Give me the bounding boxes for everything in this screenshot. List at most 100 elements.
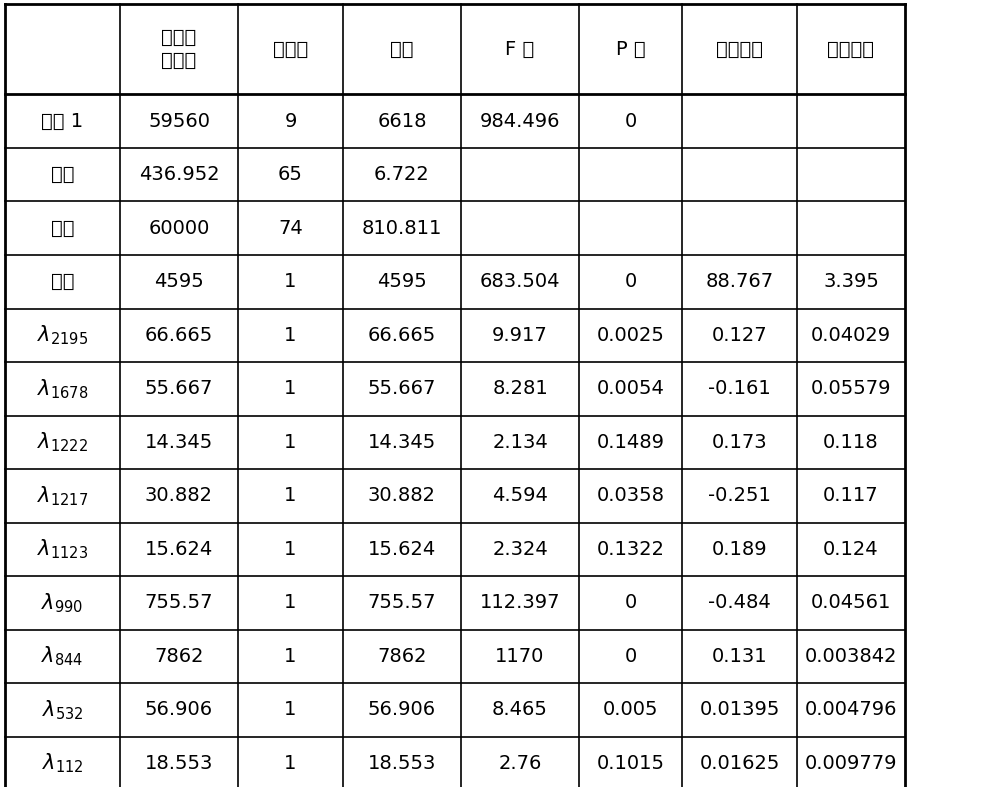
Text: 55.667: 55.667 bbox=[145, 379, 213, 398]
Text: 1170: 1170 bbox=[495, 647, 545, 666]
Text: 88.767: 88.767 bbox=[705, 272, 774, 291]
Text: 回归系数: 回归系数 bbox=[716, 39, 763, 59]
Text: -0.484: -0.484 bbox=[708, 593, 771, 612]
Text: 984.496: 984.496 bbox=[480, 112, 560, 131]
Text: 0.127: 0.127 bbox=[712, 326, 767, 345]
Text: 66.665: 66.665 bbox=[368, 326, 436, 345]
Text: 66.665: 66.665 bbox=[145, 326, 213, 345]
Text: 436.952: 436.952 bbox=[139, 165, 219, 184]
Text: 60000: 60000 bbox=[148, 219, 210, 238]
Text: 112.397: 112.397 bbox=[480, 593, 560, 612]
Text: $\lambda_{844}$: $\lambda_{844}$ bbox=[41, 645, 84, 668]
Text: 14.345: 14.345 bbox=[145, 433, 213, 452]
Text: 1: 1 bbox=[284, 540, 297, 559]
Text: $\lambda_{1123}$: $\lambda_{1123}$ bbox=[37, 538, 88, 561]
Text: 18.553: 18.553 bbox=[368, 754, 436, 773]
Text: 56.906: 56.906 bbox=[368, 700, 436, 719]
Text: 模型 1: 模型 1 bbox=[41, 112, 84, 131]
Text: 6.722: 6.722 bbox=[374, 165, 430, 184]
Text: 2.134: 2.134 bbox=[492, 433, 548, 452]
Text: 65: 65 bbox=[278, 165, 303, 184]
Text: 3.395: 3.395 bbox=[823, 272, 879, 291]
Text: 0: 0 bbox=[624, 647, 637, 666]
Text: 1: 1 bbox=[284, 647, 297, 666]
Text: 0.004796: 0.004796 bbox=[805, 700, 897, 719]
Text: 0.1015: 0.1015 bbox=[596, 754, 664, 773]
Text: 0.0054: 0.0054 bbox=[597, 379, 664, 398]
Text: 0.118: 0.118 bbox=[823, 433, 879, 452]
Text: 0.1322: 0.1322 bbox=[596, 540, 664, 559]
Text: 标准误差: 标准误差 bbox=[828, 39, 874, 59]
Text: 0.01625: 0.01625 bbox=[699, 754, 780, 773]
Text: 59560: 59560 bbox=[148, 112, 210, 131]
Text: 74: 74 bbox=[278, 219, 303, 238]
Text: F 值: F 值 bbox=[505, 39, 535, 59]
Text: 0.131: 0.131 bbox=[712, 647, 767, 666]
Text: 1: 1 bbox=[284, 486, 297, 505]
Text: 0.003842: 0.003842 bbox=[805, 647, 897, 666]
Text: 0.1489: 0.1489 bbox=[596, 433, 664, 452]
Text: 截距: 截距 bbox=[51, 272, 74, 291]
Text: $\lambda_{112}$: $\lambda_{112}$ bbox=[42, 752, 83, 775]
Text: 0: 0 bbox=[624, 112, 637, 131]
Text: 30.882: 30.882 bbox=[368, 486, 436, 505]
Text: 总和: 总和 bbox=[51, 219, 74, 238]
Text: 0.173: 0.173 bbox=[712, 433, 767, 452]
Text: 14.345: 14.345 bbox=[368, 433, 436, 452]
Text: 56.906: 56.906 bbox=[145, 700, 213, 719]
Text: 1: 1 bbox=[284, 272, 297, 291]
Text: $\lambda_{1217}$: $\lambda_{1217}$ bbox=[37, 484, 88, 508]
Text: 1: 1 bbox=[284, 754, 297, 773]
Text: 9: 9 bbox=[284, 112, 297, 131]
Text: 自由度: 自由度 bbox=[273, 39, 308, 59]
Text: 9.917: 9.917 bbox=[492, 326, 548, 345]
Text: 0.117: 0.117 bbox=[823, 486, 879, 505]
Text: 误差: 误差 bbox=[51, 165, 74, 184]
Text: 6618: 6618 bbox=[377, 112, 427, 131]
Text: 0.04561: 0.04561 bbox=[811, 593, 891, 612]
Text: -0.161: -0.161 bbox=[708, 379, 771, 398]
Text: 0.189: 0.189 bbox=[712, 540, 767, 559]
Text: P 值: P 值 bbox=[616, 39, 645, 59]
Text: $\lambda_{990}$: $\lambda_{990}$ bbox=[41, 591, 84, 615]
Text: 8.465: 8.465 bbox=[492, 700, 548, 719]
Text: $\lambda_{1222}$: $\lambda_{1222}$ bbox=[37, 430, 88, 454]
Text: 方差: 方差 bbox=[390, 39, 414, 59]
Text: 0.124: 0.124 bbox=[823, 540, 879, 559]
Text: 4595: 4595 bbox=[154, 272, 204, 291]
Text: $\lambda_{1678}$: $\lambda_{1678}$ bbox=[37, 377, 88, 401]
Text: 8.281: 8.281 bbox=[492, 379, 548, 398]
Text: 0.0025: 0.0025 bbox=[597, 326, 664, 345]
Text: 7862: 7862 bbox=[377, 647, 427, 666]
Text: 4.594: 4.594 bbox=[492, 486, 548, 505]
Text: 0: 0 bbox=[624, 272, 637, 291]
Text: 7862: 7862 bbox=[154, 647, 204, 666]
Text: 683.504: 683.504 bbox=[480, 272, 560, 291]
Text: 15.624: 15.624 bbox=[145, 540, 213, 559]
Text: 1: 1 bbox=[284, 433, 297, 452]
Text: 2.324: 2.324 bbox=[492, 540, 548, 559]
Text: 30.882: 30.882 bbox=[145, 486, 213, 505]
Text: 离均差: 离均差 bbox=[161, 28, 197, 47]
Text: 0.0358: 0.0358 bbox=[596, 486, 664, 505]
Text: $\lambda_{2195}$: $\lambda_{2195}$ bbox=[37, 323, 88, 347]
Text: 55.667: 55.667 bbox=[368, 379, 436, 398]
Text: 1: 1 bbox=[284, 700, 297, 719]
Text: 1: 1 bbox=[284, 379, 297, 398]
Text: 755.57: 755.57 bbox=[145, 593, 213, 612]
Text: $\lambda_{532}$: $\lambda_{532}$ bbox=[42, 698, 83, 722]
Text: 755.57: 755.57 bbox=[368, 593, 436, 612]
Text: 18.553: 18.553 bbox=[145, 754, 213, 773]
Text: 0.005: 0.005 bbox=[603, 700, 658, 719]
Text: 0.009779: 0.009779 bbox=[805, 754, 897, 773]
Text: 0.04029: 0.04029 bbox=[811, 326, 891, 345]
Text: 4595: 4595 bbox=[377, 272, 427, 291]
Text: 0.01395: 0.01395 bbox=[699, 700, 780, 719]
Text: 0.05579: 0.05579 bbox=[811, 379, 891, 398]
Text: 平方和: 平方和 bbox=[161, 51, 197, 70]
Text: 810.811: 810.811 bbox=[362, 219, 442, 238]
Text: 15.624: 15.624 bbox=[368, 540, 436, 559]
Text: -0.251: -0.251 bbox=[708, 486, 771, 505]
Text: 1: 1 bbox=[284, 326, 297, 345]
Text: 2.76: 2.76 bbox=[498, 754, 542, 773]
